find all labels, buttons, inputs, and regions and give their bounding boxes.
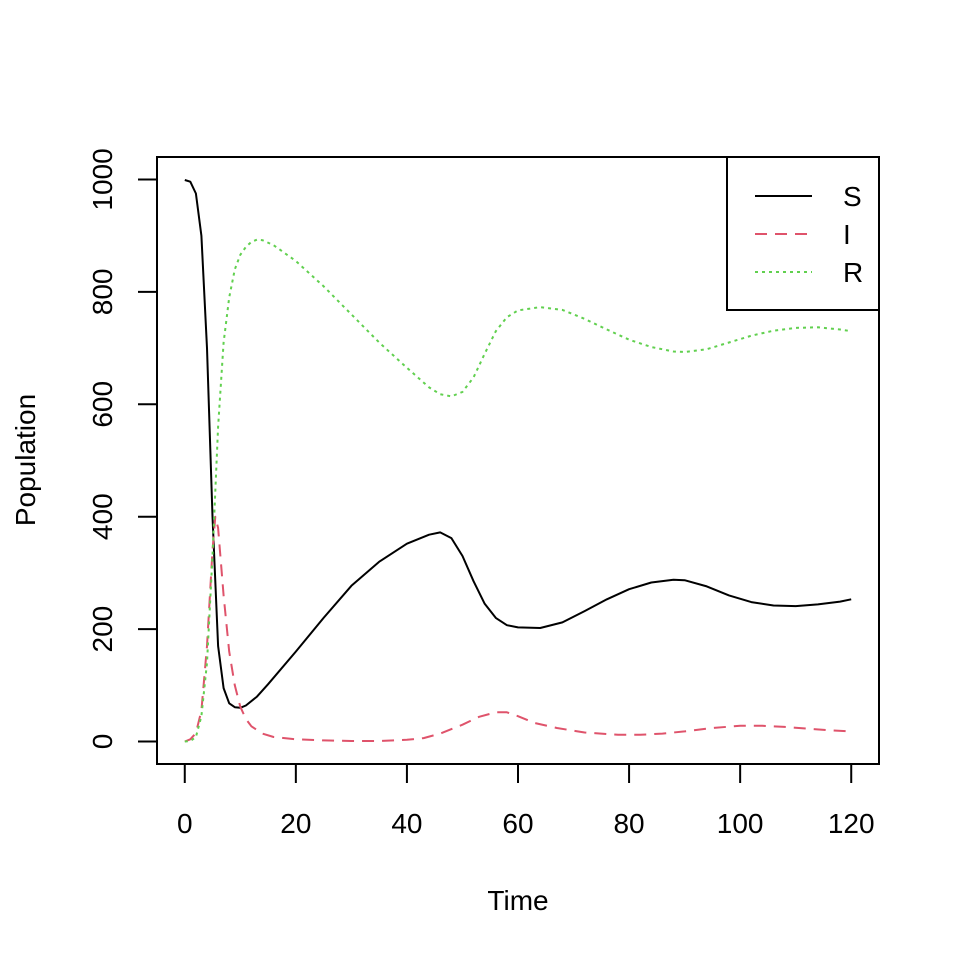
x-tick-label: 20 — [280, 808, 311, 839]
x-tick-label: 100 — [717, 808, 764, 839]
y-tick-label: 400 — [87, 493, 118, 540]
x-axis-title: Time — [487, 885, 548, 916]
legend-label-i: I — [843, 219, 851, 250]
x-tick-label: 80 — [613, 808, 644, 839]
y-tick-label: 0 — [87, 734, 118, 750]
y-axis: 0 200 400 600 800 1000 — [87, 148, 158, 750]
x-tick-label: 40 — [391, 808, 422, 839]
y-tick-label: 1000 — [87, 148, 118, 210]
x-axis: 0 20 40 60 80 100 120 — [177, 763, 875, 839]
series-layer — [184, 179, 852, 743]
x-tick-label: 60 — [502, 808, 533, 839]
y-tick-label: 800 — [87, 269, 118, 316]
x-tick-label: 0 — [177, 808, 193, 839]
series-line-i — [184, 515, 852, 743]
legend-label-s: S — [843, 181, 862, 212]
x-tick-label: 120 — [828, 808, 875, 839]
legend-label-r: R — [843, 257, 863, 288]
series-line-s — [184, 179, 852, 709]
y-tick-label: 200 — [87, 606, 118, 653]
y-tick-label: 600 — [87, 381, 118, 428]
series-line-r — [184, 238, 852, 743]
legend: SIR — [726, 156, 880, 311]
y-axis-title: Population — [10, 394, 41, 526]
